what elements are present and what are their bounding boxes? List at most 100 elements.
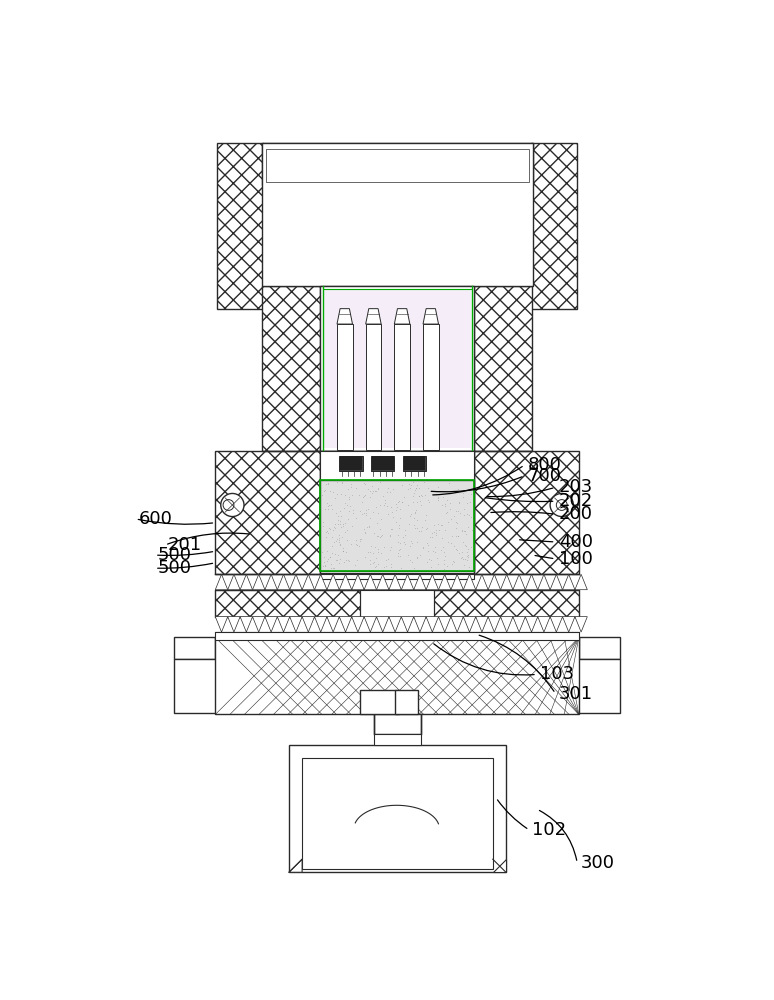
- Polygon shape: [389, 574, 402, 590]
- Text: 100: 100: [559, 550, 593, 568]
- Polygon shape: [376, 617, 389, 632]
- Polygon shape: [376, 574, 389, 590]
- Text: 300: 300: [580, 854, 615, 872]
- Polygon shape: [252, 617, 265, 632]
- Bar: [424, 325, 438, 449]
- Polygon shape: [402, 617, 414, 632]
- Polygon shape: [240, 574, 252, 590]
- Bar: [372, 456, 393, 470]
- Text: 103: 103: [540, 665, 574, 683]
- Polygon shape: [464, 574, 476, 590]
- Polygon shape: [364, 617, 376, 632]
- Bar: [366, 325, 380, 449]
- Text: 700: 700: [528, 467, 562, 485]
- Polygon shape: [265, 574, 277, 590]
- Polygon shape: [423, 309, 439, 324]
- Polygon shape: [439, 574, 451, 590]
- Polygon shape: [215, 574, 228, 590]
- Polygon shape: [550, 574, 563, 590]
- Bar: [365, 324, 381, 450]
- Bar: [262, 143, 533, 185]
- Text: 600: 600: [139, 510, 173, 528]
- Bar: [174, 659, 217, 713]
- Text: 200: 200: [559, 505, 593, 523]
- Polygon shape: [277, 574, 289, 590]
- Text: 201: 201: [168, 536, 202, 554]
- Bar: [302, 758, 493, 869]
- Bar: [340, 456, 361, 470]
- Polygon shape: [476, 617, 488, 632]
- Polygon shape: [513, 574, 526, 590]
- Bar: [320, 573, 474, 579]
- Text: 500: 500: [158, 559, 192, 577]
- Polygon shape: [501, 574, 513, 590]
- Polygon shape: [402, 574, 414, 590]
- Polygon shape: [394, 309, 410, 324]
- Circle shape: [223, 500, 234, 510]
- Bar: [360, 590, 434, 617]
- Polygon shape: [493, 859, 506, 872]
- Polygon shape: [302, 574, 314, 590]
- Polygon shape: [389, 617, 402, 632]
- Text: 301: 301: [559, 685, 593, 703]
- Circle shape: [550, 493, 574, 517]
- Bar: [395, 325, 409, 449]
- Polygon shape: [289, 617, 302, 632]
- Polygon shape: [575, 617, 587, 632]
- Polygon shape: [426, 617, 439, 632]
- Bar: [215, 590, 579, 617]
- Bar: [474, 286, 533, 451]
- Polygon shape: [579, 637, 620, 659]
- Bar: [324, 290, 471, 448]
- Polygon shape: [327, 617, 339, 632]
- Bar: [371, 456, 394, 471]
- Bar: [374, 734, 421, 745]
- Bar: [217, 143, 263, 309]
- Polygon shape: [364, 574, 376, 590]
- Polygon shape: [289, 859, 302, 872]
- Polygon shape: [314, 574, 327, 590]
- Polygon shape: [337, 309, 352, 324]
- Polygon shape: [464, 617, 476, 632]
- Polygon shape: [365, 309, 381, 324]
- Polygon shape: [550, 617, 563, 632]
- Polygon shape: [526, 574, 538, 590]
- Bar: [374, 714, 421, 734]
- Bar: [360, 690, 399, 714]
- Polygon shape: [501, 617, 513, 632]
- Bar: [531, 143, 577, 309]
- Bar: [395, 690, 419, 714]
- Polygon shape: [414, 617, 426, 632]
- Bar: [423, 324, 439, 450]
- Polygon shape: [339, 617, 351, 632]
- Bar: [262, 286, 320, 451]
- Polygon shape: [439, 617, 451, 632]
- Polygon shape: [314, 617, 327, 632]
- Polygon shape: [228, 617, 240, 632]
- Polygon shape: [302, 617, 314, 632]
- Bar: [474, 451, 579, 574]
- Bar: [320, 480, 474, 571]
- Polygon shape: [488, 617, 501, 632]
- Polygon shape: [174, 637, 215, 659]
- Text: 202: 202: [559, 492, 593, 510]
- Polygon shape: [538, 574, 550, 590]
- Bar: [215, 451, 320, 574]
- Polygon shape: [426, 574, 439, 590]
- Bar: [320, 451, 474, 480]
- Polygon shape: [289, 574, 302, 590]
- Polygon shape: [476, 574, 488, 590]
- Bar: [394, 324, 410, 450]
- Polygon shape: [327, 574, 339, 590]
- Text: 800: 800: [528, 456, 561, 474]
- Bar: [320, 480, 474, 571]
- Polygon shape: [228, 574, 240, 590]
- Text: 102: 102: [533, 821, 567, 839]
- Polygon shape: [215, 617, 228, 632]
- Polygon shape: [265, 617, 277, 632]
- Polygon shape: [513, 617, 526, 632]
- Text: 203: 203: [559, 478, 593, 496]
- Polygon shape: [351, 574, 364, 590]
- Circle shape: [557, 500, 567, 510]
- Bar: [337, 325, 351, 449]
